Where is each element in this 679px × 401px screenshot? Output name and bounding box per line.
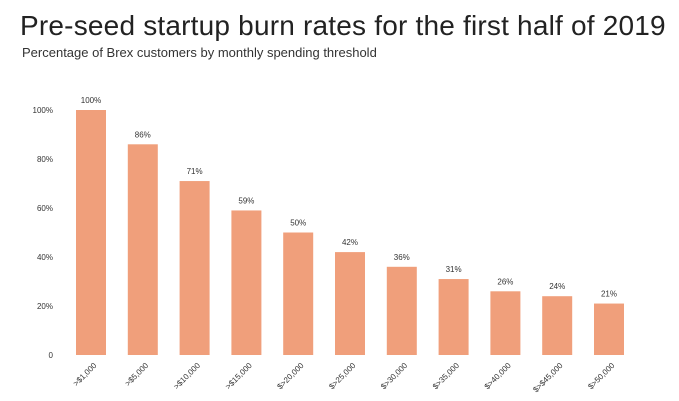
x-tick-label: >$10,000 [172, 361, 203, 392]
bar-value-label: 24% [549, 282, 565, 291]
bar [76, 110, 106, 355]
x-tick-label: $>35,000 [431, 361, 462, 392]
bars [76, 110, 624, 355]
y-tick-label: 20% [37, 302, 53, 311]
bar [386, 266, 417, 355]
y-tick-label: 0 [49, 351, 54, 360]
y-axis: 0 20% 40% 60% 80% 100% [33, 106, 54, 360]
bar-value-label: 59% [238, 196, 254, 205]
bar-value-label: 36% [394, 253, 410, 262]
bar [438, 279, 469, 355]
bar-value-label: 42% [342, 238, 358, 247]
bar-value-label: 71% [187, 167, 203, 176]
bar [283, 232, 314, 355]
x-tick-label: $>30,000 [379, 361, 410, 392]
x-tick-label: >$1,000 [71, 361, 98, 388]
chart-title: Pre-seed startup burn rates for the firs… [20, 10, 666, 41]
value-labels: 100% 86% 71% 59% 50% 42% 36% 31% 26% 24% 21% [81, 96, 617, 299]
x-tick-label: >$15,000 [224, 361, 255, 392]
bar [231, 210, 262, 355]
chart-subtitle: Percentage of Brex customers by monthly … [22, 45, 377, 60]
bar [335, 252, 365, 355]
bar-value-label: 100% [81, 96, 101, 105]
bar [490, 291, 521, 355]
bar [127, 144, 158, 355]
y-tick-label: 80% [37, 155, 53, 164]
bar [594, 303, 624, 355]
x-tick-label: $>40,000 [483, 361, 514, 392]
bar-value-label: 31% [446, 265, 462, 274]
y-tick-label: 40% [37, 253, 53, 262]
y-tick-label: 100% [33, 106, 53, 115]
bar-value-label: 26% [497, 277, 513, 286]
bar [179, 181, 210, 355]
bar-value-label: 21% [601, 290, 617, 299]
x-tick-label: >$5,000 [123, 361, 150, 388]
bar-value-label: 50% [290, 219, 306, 228]
x-tick-label: $>20,000 [275, 361, 306, 392]
y-tick-label: 60% [37, 204, 53, 213]
x-axis: >$1,000 >$5,000 >$10,000 >$15,000 $>20,000 $>… [71, 361, 616, 395]
x-tick-label: $>50,000 [586, 361, 617, 392]
bar-value-label: 86% [135, 130, 151, 139]
x-tick-label: $>25,000 [327, 361, 358, 392]
x-tick-label: $>$45,000 [531, 361, 565, 395]
bar [542, 296, 573, 355]
